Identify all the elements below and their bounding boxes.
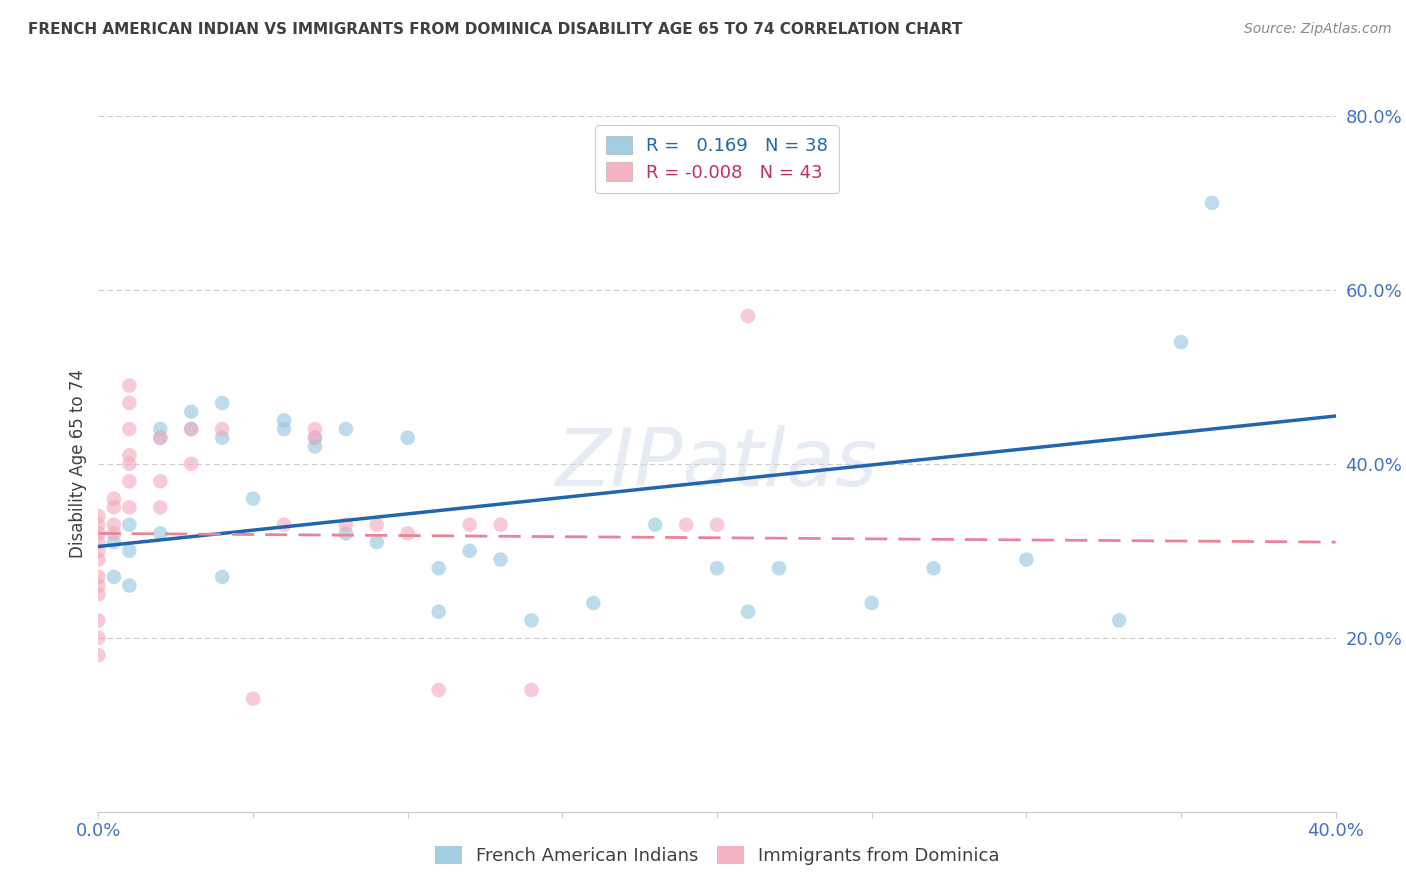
Point <box>87 570 110 584</box>
Point <box>458 517 481 532</box>
Point <box>103 526 125 541</box>
Point <box>180 422 202 436</box>
Point <box>180 405 202 419</box>
Point <box>87 508 110 523</box>
Point <box>706 517 728 532</box>
Point <box>1108 614 1130 628</box>
Point <box>149 431 172 445</box>
Point <box>103 491 125 506</box>
Point <box>149 500 172 515</box>
Point <box>149 431 172 445</box>
Point <box>427 605 450 619</box>
Point <box>118 474 141 488</box>
Point <box>427 683 450 698</box>
Point <box>87 552 110 566</box>
Point <box>1015 552 1038 566</box>
Point <box>427 561 450 575</box>
Point <box>87 648 110 662</box>
Point <box>180 422 202 436</box>
Legend: French American Indians, Immigrants from Dominica: French American Indians, Immigrants from… <box>427 838 1007 872</box>
Point <box>149 422 172 436</box>
Point <box>149 474 172 488</box>
Point <box>304 422 326 436</box>
Point <box>520 614 543 628</box>
Point <box>87 535 110 549</box>
Point <box>737 309 759 323</box>
Point <box>1170 334 1192 349</box>
Point <box>87 526 110 541</box>
Point <box>118 543 141 558</box>
Point <box>211 570 233 584</box>
Text: FRENCH AMERICAN INDIAN VS IMMIGRANTS FROM DOMINICA DISABILITY AGE 65 TO 74 CORRE: FRENCH AMERICAN INDIAN VS IMMIGRANTS FRO… <box>28 22 963 37</box>
Point <box>644 517 666 532</box>
Point <box>180 457 202 471</box>
Point <box>675 517 697 532</box>
Point <box>118 457 141 471</box>
Point <box>118 422 141 436</box>
Point <box>118 378 141 392</box>
Point <box>211 396 233 410</box>
Point <box>366 535 388 549</box>
Point <box>149 526 172 541</box>
Point <box>304 431 326 445</box>
Point <box>768 561 790 575</box>
Point <box>335 422 357 436</box>
Point <box>103 517 125 532</box>
Point <box>242 691 264 706</box>
Point <box>1201 196 1223 211</box>
Point <box>582 596 605 610</box>
Text: Source: ZipAtlas.com: Source: ZipAtlas.com <box>1244 22 1392 37</box>
Point <box>87 543 110 558</box>
Point <box>211 422 233 436</box>
Point <box>211 431 233 445</box>
Point <box>118 517 141 532</box>
Point <box>87 578 110 592</box>
Point <box>118 500 141 515</box>
Point <box>335 526 357 541</box>
Point <box>396 526 419 541</box>
Point <box>103 570 125 584</box>
Point <box>273 517 295 532</box>
Point <box>103 500 125 515</box>
Point <box>242 491 264 506</box>
Point <box>87 631 110 645</box>
Point <box>458 543 481 558</box>
Point <box>118 448 141 462</box>
Point <box>87 517 110 532</box>
Point <box>87 587 110 601</box>
Point <box>922 561 945 575</box>
Point <box>87 614 110 628</box>
Point <box>737 605 759 619</box>
Point <box>118 396 141 410</box>
Point <box>103 535 125 549</box>
Point <box>366 517 388 532</box>
Y-axis label: Disability Age 65 to 74: Disability Age 65 to 74 <box>69 369 87 558</box>
Point <box>396 431 419 445</box>
Point <box>335 517 357 532</box>
Point <box>489 552 512 566</box>
Point <box>273 422 295 436</box>
Point <box>304 440 326 454</box>
Point <box>118 578 141 592</box>
Point <box>273 413 295 427</box>
Point <box>706 561 728 575</box>
Point <box>304 431 326 445</box>
Point <box>860 596 883 610</box>
Point <box>520 683 543 698</box>
Point <box>489 517 512 532</box>
Text: ZIPatlas: ZIPatlas <box>555 425 879 503</box>
